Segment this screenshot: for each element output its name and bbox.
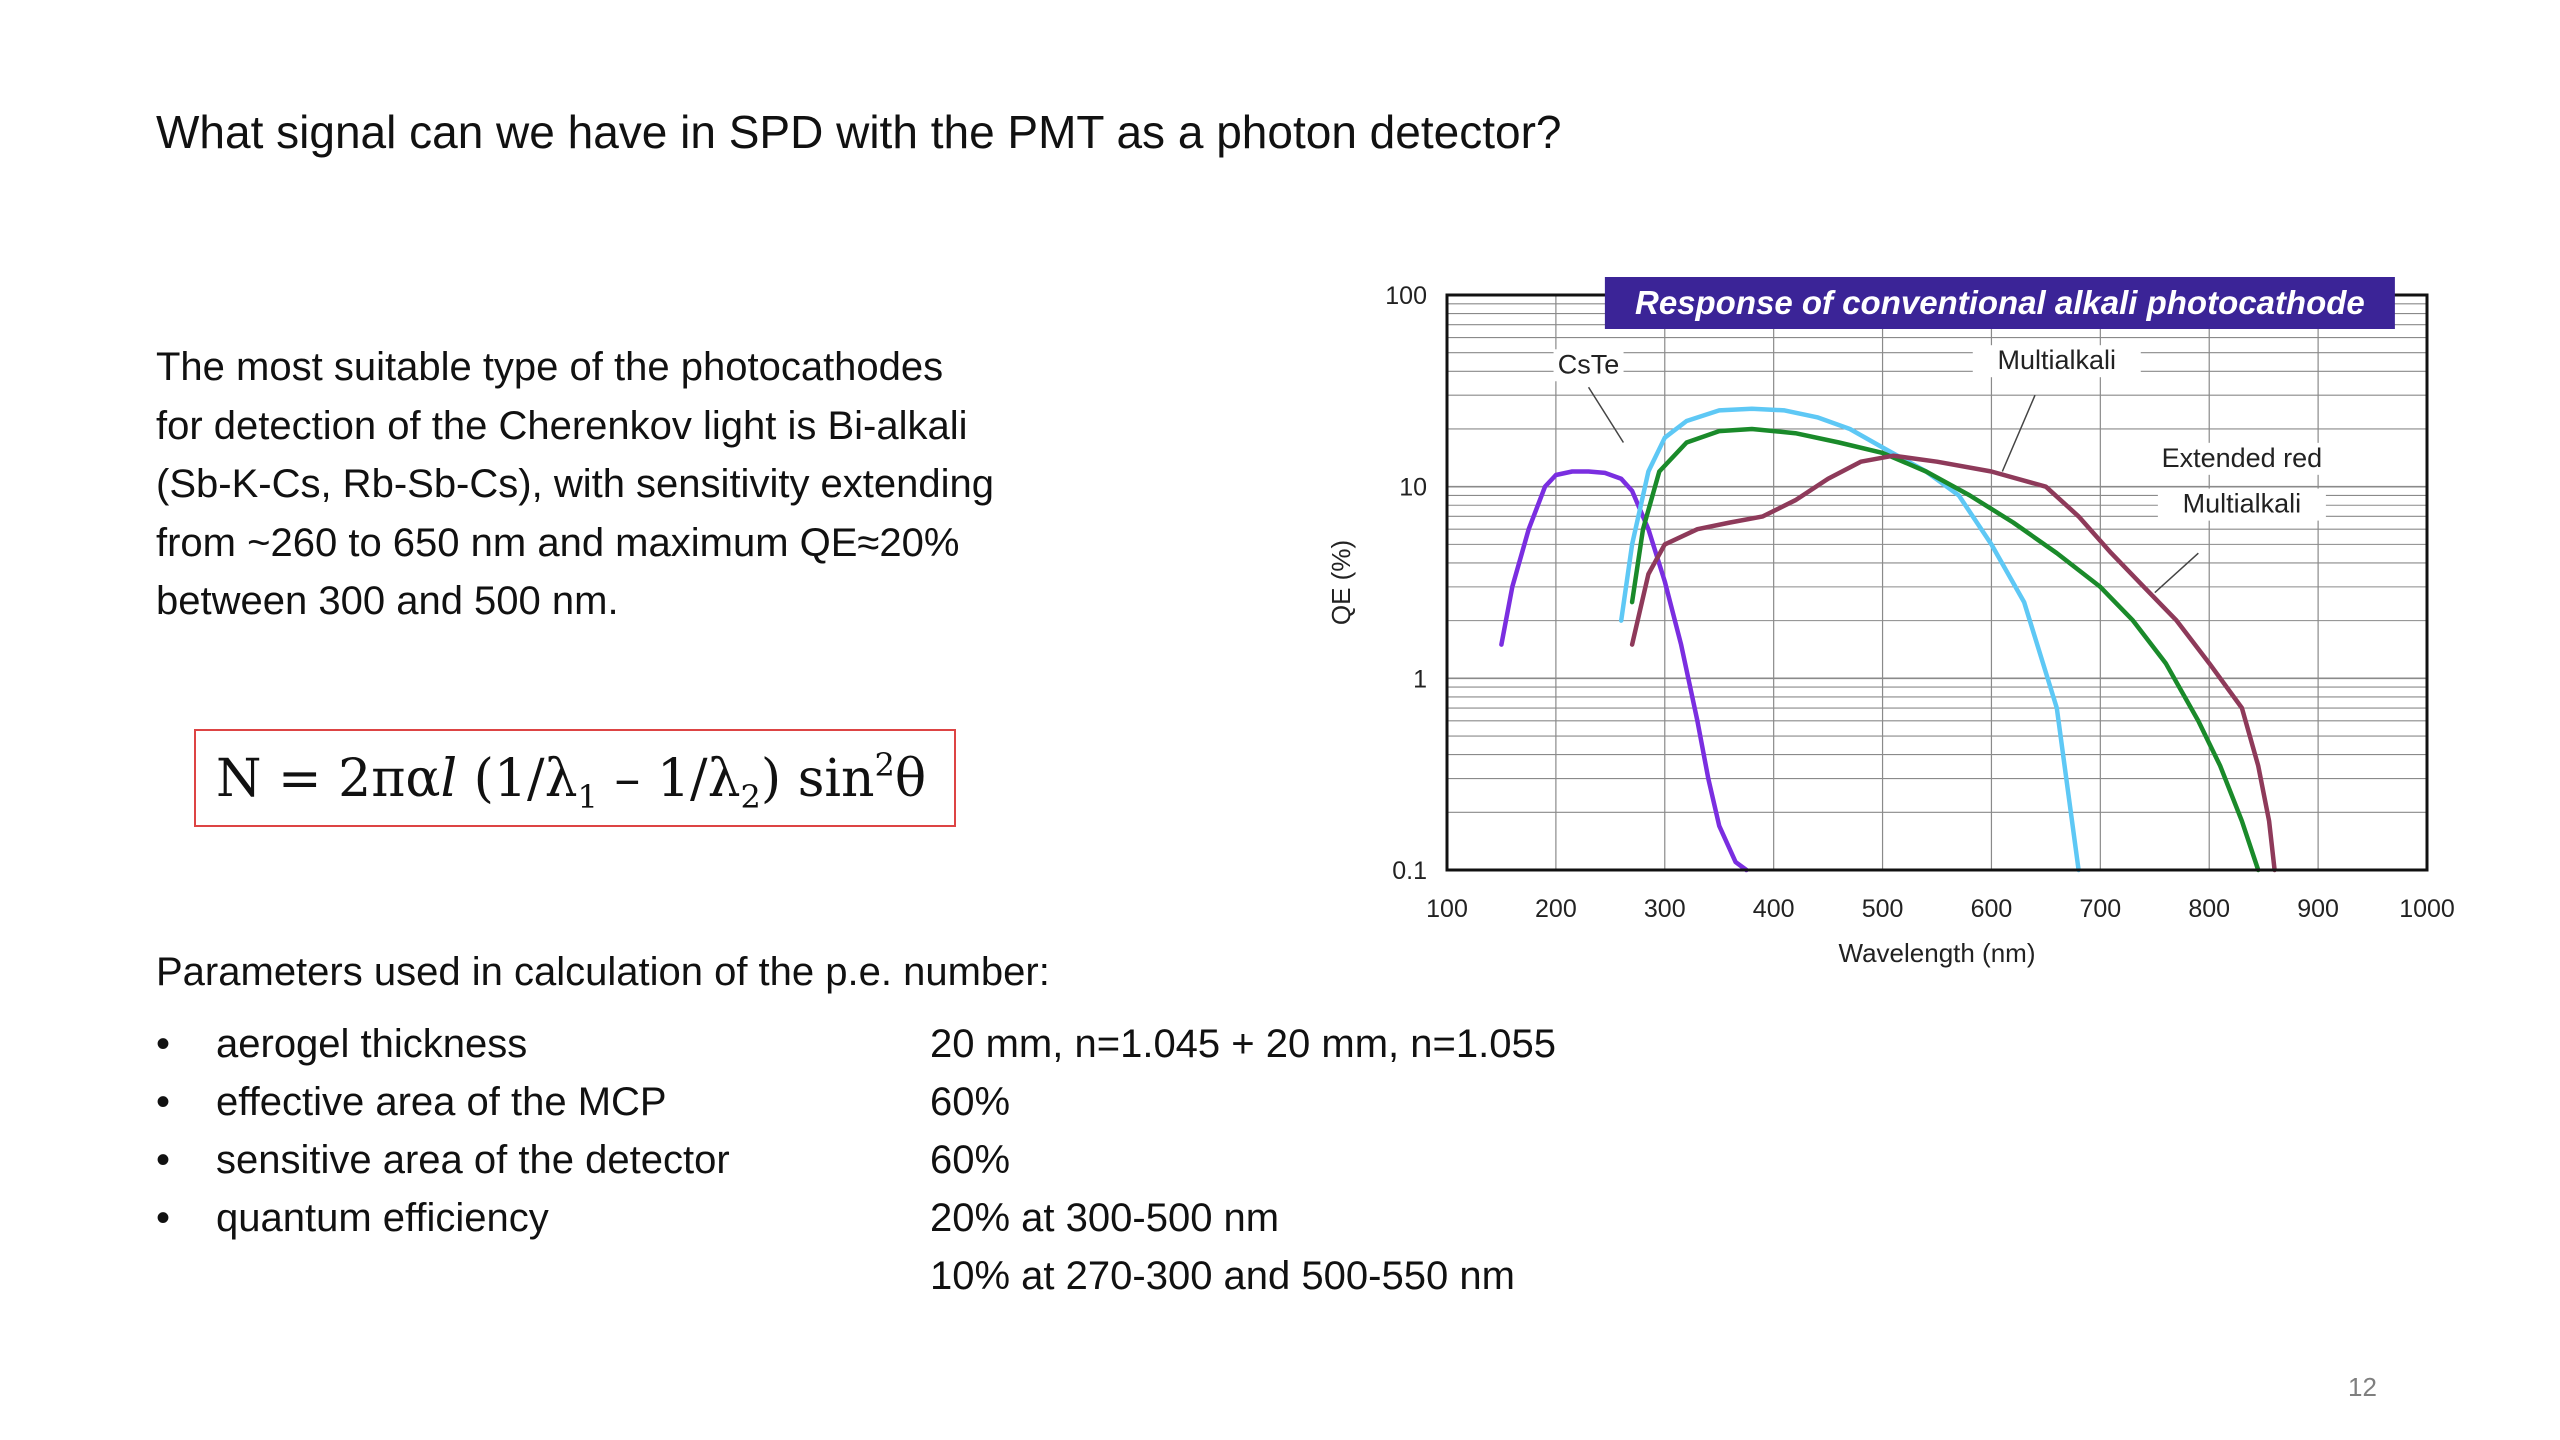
x-tick-label: 400: [1753, 895, 1795, 923]
curve-label-background: [1972, 345, 2141, 378]
y-axis-label: QE (%): [1326, 540, 1356, 625]
y-tick-label: 0.1: [1392, 857, 1427, 885]
formula-part: – 1/λ: [597, 749, 741, 809]
curve-labels-layer: CsTeBi-alkaliMultialkaliExtended redMult…: [1553, 293, 2333, 594]
formula-box: [194, 729, 956, 827]
chart-title-background: [1604, 277, 2395, 329]
intro-line: for detection of the Cherenkov light is …: [156, 403, 968, 448]
param-name: sensitive area of the detector: [216, 1138, 730, 1182]
curve-label-leader: [2154, 552, 2199, 594]
photoelectron-formula: N = 2παl (1/λ1 – 1/λ2) sin2θ: [216, 746, 926, 816]
intro-line: (Sb-K-Cs, Rb-Sb-Cs), with sensitivity ex…: [156, 462, 995, 506]
bullet: •: [156, 1022, 171, 1066]
intro-paragraph: The most suitable type of the photocatho…: [156, 338, 994, 631]
param-value: 60%: [930, 1080, 1011, 1124]
x-tick-label: 200: [1535, 895, 1577, 923]
curve-label: CsTe: [1558, 349, 1620, 379]
formula-part: N = 2πα: [216, 749, 441, 809]
curve-label-background: [1553, 349, 1624, 382]
x-tick-label: 500: [1862, 895, 1904, 923]
curve-label: Extended red: [2162, 443, 2323, 473]
curve-label-leader: [1587, 386, 1625, 443]
parameters-heading: Parameters used in calculation of the p.…: [156, 950, 1050, 994]
curve-label: Multialkali: [1998, 345, 2117, 375]
intro-line: from ~260 to 650 nm and maximum QE≈20%: [156, 520, 960, 565]
x-tick-label: 600: [1971, 895, 2013, 923]
param-value-continued: 10% at 270-300 and 500-550 nm: [930, 1254, 1515, 1298]
y-tick-label: 100: [1385, 282, 1427, 310]
formula-superscript: 2: [874, 746, 895, 784]
formula-length: l: [440, 749, 458, 809]
series-line-extended-red-multialkali: [1629, 453, 2277, 873]
series-line-bi-alkali: [1618, 406, 2081, 873]
curve-label-background: [2157, 488, 2326, 521]
series-line-multialkali: [1629, 426, 2261, 873]
x-tick-label: 1000: [2399, 895, 2455, 923]
param-value: 20% at 300-500 nm: [930, 1196, 1280, 1240]
x-tick-label: 300: [1644, 895, 1686, 923]
formula-subscript: 2: [740, 778, 761, 816]
y-tick-label: 1: [1413, 665, 1427, 693]
photocathode-qe-chart: 100 200 300 400 500 600 700 800 900 1000 100 10 1 0.1…: [1326, 277, 2455, 968]
bullet: •: [156, 1196, 171, 1240]
formula-part: ) sin: [760, 749, 875, 809]
chart-series-layer: [1499, 406, 2277, 873]
series-line-cste: [1499, 469, 1749, 873]
formula-theta: θ: [894, 749, 927, 809]
intro-line: The most suitable type of the photocatho…: [156, 345, 944, 389]
chart-ticks-layer: 100 200 300 400 500 600 700 800 900 1000 100 10 1 0.1: [1385, 282, 2455, 923]
x-tick-label: 900: [2297, 895, 2339, 923]
chart-title: Response of conventional alkali photocat…: [1635, 284, 2365, 321]
param-name: quantum efficiency: [216, 1196, 549, 1240]
curve-label-background: [2150, 442, 2333, 475]
slide-number: 12: [2348, 1372, 2377, 1402]
param-value: 20 mm, n=1.045 + 20 mm, n=1.055: [930, 1022, 1556, 1066]
curve-label-leader: [2001, 394, 2036, 472]
bullet: •: [156, 1080, 171, 1124]
x-tick-label: 100: [1426, 895, 1468, 923]
slide-title: What signal can we have in SPD with the …: [156, 106, 1562, 158]
param-value: 60%: [930, 1138, 1011, 1182]
curve-label: Multialkali: [2183, 489, 2302, 519]
formula-subscript: 1: [577, 778, 598, 816]
intro-line: between 300 and 500 nm.: [156, 579, 619, 623]
param-name: effective area of the MCP: [216, 1080, 667, 1124]
x-axis-label: Wavelength (nm): [1839, 938, 2036, 968]
formula-part: (1/λ: [457, 749, 578, 809]
x-tick-label: 800: [2188, 895, 2230, 923]
y-tick-label: 10: [1399, 474, 1427, 502]
bullet: •: [156, 1138, 171, 1182]
x-tick-label: 700: [2079, 895, 2121, 923]
param-name: aerogel thickness: [216, 1022, 528, 1066]
